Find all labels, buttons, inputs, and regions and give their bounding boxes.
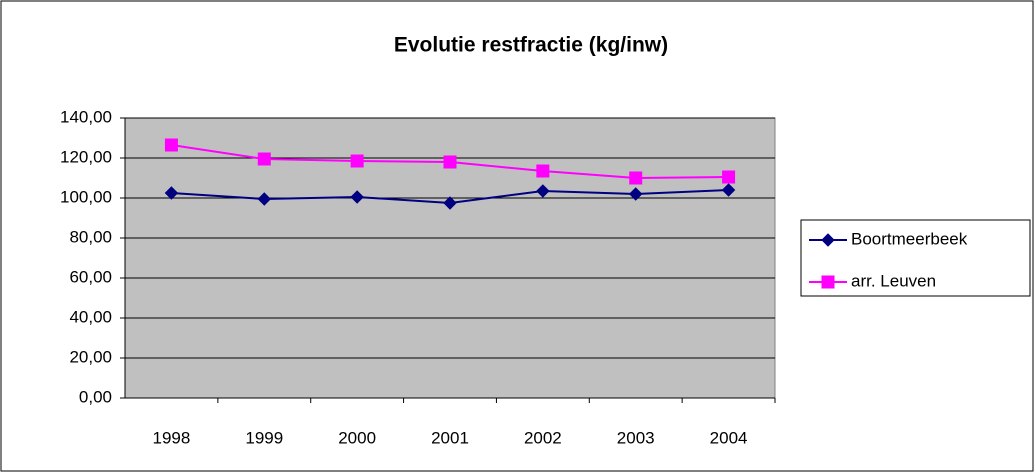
x-tick-label: 2002 (524, 428, 562, 447)
y-tick-label: 60,00 (69, 267, 112, 286)
legend-marker (821, 275, 835, 289)
y-tick-label: 20,00 (69, 347, 112, 366)
legend-label: arr. Leuven (851, 271, 936, 290)
y-tick-label: 100,00 (60, 187, 112, 206)
y-tick-label: 40,00 (69, 307, 112, 326)
legend-label: Boortmeerbeek (851, 229, 968, 248)
y-tick-label: 0,00 (79, 387, 112, 406)
y-tick-label: 120,00 (60, 147, 112, 166)
data-point (536, 184, 550, 198)
x-tick-label: 2001 (431, 428, 469, 447)
data-point (164, 138, 178, 152)
x-tick-label: 1999 (245, 428, 283, 447)
x-tick-label: 2003 (617, 428, 655, 447)
data-point (257, 152, 271, 166)
data-point (164, 186, 179, 200)
y-tick-label: 140,00 (60, 107, 112, 126)
legend (800, 219, 1031, 297)
x-tick-label: 1998 (153, 428, 191, 447)
data-point (629, 171, 643, 185)
data-point (721, 183, 736, 197)
data-point (722, 170, 736, 184)
data-point (257, 192, 271, 206)
data-point (350, 190, 364, 204)
data-point (629, 187, 643, 201)
chart-title: Evolutie restfractie (kg/inw) (394, 34, 668, 57)
y-tick-label: 80,00 (69, 227, 112, 246)
data-point (536, 164, 550, 178)
data-point (443, 196, 457, 210)
legend-marker (821, 233, 835, 247)
data-point (350, 154, 364, 168)
data-point (443, 155, 457, 169)
x-tick-label: 2000 (338, 428, 376, 447)
x-tick-label: 2004 (710, 428, 748, 447)
